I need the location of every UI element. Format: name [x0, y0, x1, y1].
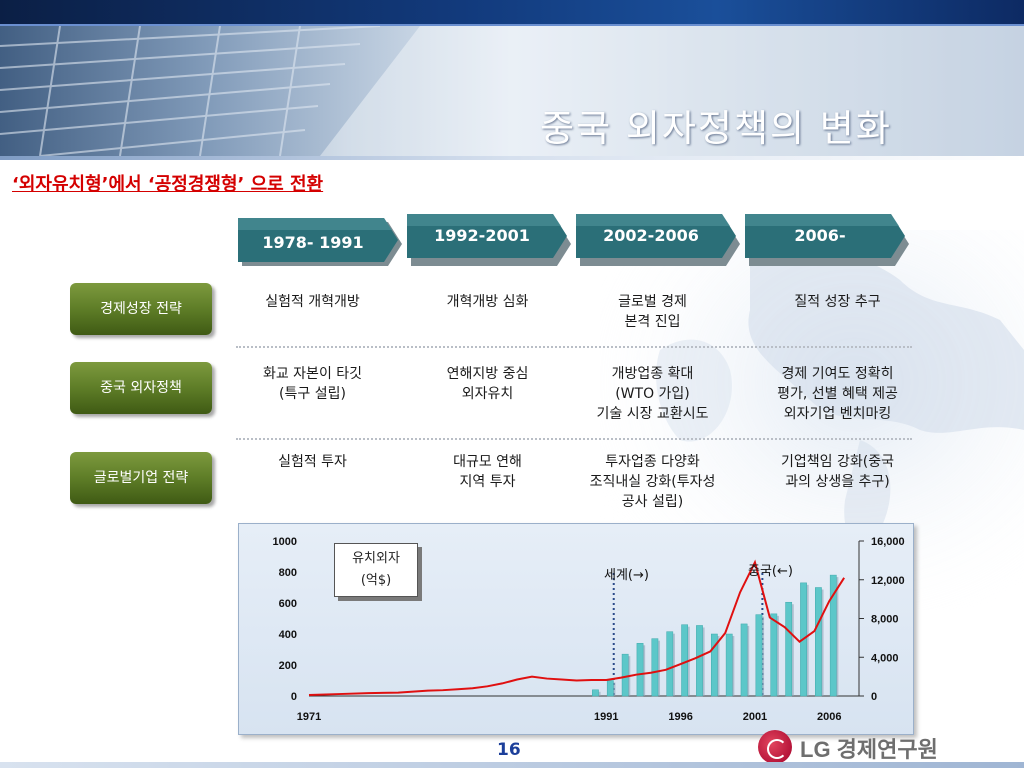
annotation-world: 세계(→) — [604, 568, 649, 583]
cell-text: 유치외자 (억$) — [352, 551, 400, 588]
fdi-chart-svg: 0 200 400 600 800 1000 0 4,000 8,000 12,000 16,000… — [273, 536, 905, 723]
cell-text: 대규모 연해 지역 투자 — [453, 454, 522, 490]
period-arrow-3: 2002-2006 — [576, 214, 741, 266]
logo-text: LG 경제연구원 — [800, 737, 938, 762]
right-tick-label: 8,000 — [871, 614, 899, 626]
top-bar — [0, 0, 1024, 26]
cell-text: 투자업종 다양화 조직내실 강화(투자성 공사 설립) — [589, 454, 716, 510]
category-fdi-policy: 중국 외자정책 — [70, 362, 212, 414]
bar — [815, 587, 822, 697]
x-tick-label: 2006 — [817, 711, 841, 723]
right-tick-label: 0 — [871, 691, 877, 703]
period-arrow-shape — [576, 214, 740, 266]
grid-cell: 대규모 연해 지역 투자 — [405, 452, 570, 492]
period-arrow-4: 2006- — [745, 214, 910, 266]
row-divider — [236, 346, 912, 348]
grid-cell: 실험적 투자 — [230, 452, 395, 472]
x-tick-label: 1996 — [668, 711, 692, 723]
right-tick-label: 4,000 — [871, 652, 899, 664]
lg-logo-icon — [758, 730, 792, 764]
period-arrow-shape — [238, 218, 402, 266]
bar — [725, 633, 733, 697]
cell-text: 실험적 개혁개방 — [265, 294, 360, 310]
cell-text: 기업책임 강화(중국 과의 상생을 추구) — [781, 454, 894, 490]
cell-text: 글로벌 경제 본격 진입 — [618, 294, 687, 330]
left-tick-label: 800 — [279, 567, 297, 579]
x-tick-label: 1991 — [594, 711, 618, 723]
grid-cell: 투자업종 다양화 조직내실 강화(투자성 공사 설립) — [570, 452, 735, 512]
world-fdi-line — [308, 559, 845, 697]
left-tick-label: 0 — [291, 691, 297, 703]
subtitle: ‘외자유치형’에서 ‘공정경쟁형’ 으로 전환 — [12, 174, 324, 195]
category-growth-strategy: 경제성장 전략 — [70, 283, 212, 335]
bar — [621, 653, 629, 697]
right-tick-label: 12,000 — [871, 575, 905, 587]
grid-cell: 개방업종 확대 (WTO 가입) 기술 시장 교환시도 — [570, 364, 735, 424]
period-label: 2006- — [794, 226, 846, 245]
left-tick-label: 1000 — [273, 536, 297, 548]
grid-cell: 실험적 개혁개방 — [230, 292, 395, 312]
bar — [785, 601, 793, 697]
header-banner: 중국 외자정책의 변화 — [0, 26, 1024, 156]
cell-text: 질적 성장 추구 — [794, 294, 881, 310]
bar — [710, 633, 718, 697]
bar — [666, 631, 674, 697]
left-tick-label: 400 — [279, 629, 297, 641]
grid-cell: 질적 성장 추구 — [755, 292, 920, 312]
period-label: 2002-2006 — [603, 226, 699, 245]
x-tick-label: 1971 — [297, 711, 321, 723]
bar — [829, 574, 837, 697]
banner-building-image — [0, 26, 1024, 156]
row-divider — [236, 438, 912, 440]
period-arrow-shape — [745, 214, 909, 266]
right-tick-label: 16,000 — [871, 536, 905, 548]
annotation-china: 중국(←) — [748, 564, 793, 579]
bar — [651, 638, 659, 697]
cell-text: 개방업종 확대 (WTO 가입) 기술 시장 교환시도 — [596, 366, 709, 422]
grid-cell: 경제 기여도 정확히 평가, 선별 혜택 제공 외자기업 벤치마킹 — [755, 364, 920, 424]
period-label: 1992-2001 — [434, 226, 530, 245]
grid-cell: 연해지방 중심 외자유치 — [405, 364, 570, 404]
grid-cell: 글로벌 경제 본격 진입 — [570, 292, 735, 332]
x-tick-label: 2001 — [743, 711, 767, 723]
period-label: 1978- 1991 — [262, 233, 364, 252]
bar — [740, 623, 748, 697]
footer-bar — [0, 762, 1024, 768]
bar — [755, 614, 763, 697]
banner-divider — [0, 156, 1024, 160]
grid-cell: 기업책임 강화(중국 과의 상생을 추구) — [755, 452, 920, 492]
left-tick-label: 600 — [279, 598, 297, 610]
bar — [592, 689, 599, 697]
bar — [770, 613, 778, 697]
bar — [681, 624, 688, 697]
grid-cell: 화교 자본이 타깃 (특구 설립) — [230, 364, 395, 404]
grid-cell: 개혁개방 심화 — [405, 292, 570, 312]
period-arrow-shape — [407, 214, 571, 266]
bar — [696, 625, 703, 697]
page-number: 16 — [497, 740, 521, 760]
period-arrow-2: 1992-2001 — [407, 214, 572, 266]
bar — [606, 680, 614, 697]
chart-unit-box: 유치외자 (억$) — [334, 543, 418, 597]
cell-text: 연해지방 중심 외자유치 — [446, 366, 529, 402]
left-tick-label: 200 — [279, 660, 297, 672]
cell-text: 화교 자본이 타깃 (특구 설립) — [262, 366, 363, 402]
world-map-background — [600, 230, 1024, 610]
cell-text: 실험적 투자 — [278, 454, 347, 470]
cell-text: 경제 기여도 정확히 평가, 선별 혜택 제공 외자기업 벤치마킹 — [777, 366, 898, 422]
bar — [636, 643, 644, 697]
category-global-firm-strategy: 글로벌기업 전략 — [70, 452, 212, 504]
cell-text: 개혁개방 심화 — [446, 294, 529, 310]
page-title: 중국 외자정책의 변화 — [540, 107, 892, 150]
period-arrow-1: 1978- 1991 — [238, 214, 403, 266]
